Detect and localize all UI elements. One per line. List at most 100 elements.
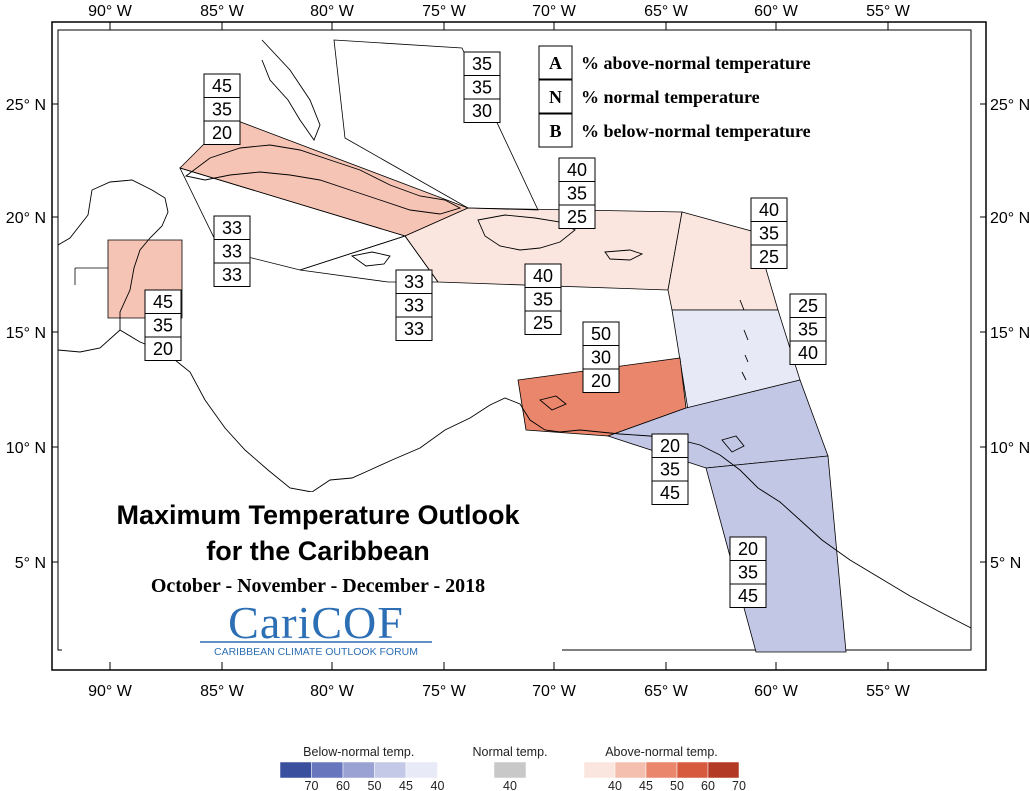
central-america-coast	[57, 179, 313, 493]
colorbar-tick: 40	[608, 779, 622, 791]
prob-value: 25	[533, 313, 553, 333]
title-line2: for the Caribbean	[206, 536, 430, 566]
legend-key-letter: B	[549, 121, 561, 141]
prob-value: 25	[567, 207, 587, 227]
y-tick-label: 25° N	[6, 97, 46, 114]
colorbar-cell	[583, 761, 616, 779]
caricof-logo: CariCOF CARIBBEAN CLIMATE OUTLOOK FORUM	[200, 597, 432, 658]
colorbar-cell	[279, 761, 312, 779]
legend-key-box	[538, 79, 573, 114]
y-axis-right: 25° N 20° N 15° N 10° N 5° N	[980, 97, 1030, 572]
legend-key-letter: A	[549, 53, 562, 73]
colorbar-cell	[374, 761, 407, 779]
prob-value: 33	[404, 319, 424, 339]
title-period: October - November - December - 2018	[151, 575, 485, 597]
colorbar-tick: 70	[305, 779, 319, 791]
x-tick-label: 65° W	[644, 3, 689, 20]
prob-value: 20	[153, 339, 173, 359]
prob-box-abc-islands: 50 30 20	[582, 321, 620, 393]
colorbar-tick: 40	[431, 779, 445, 791]
prob-cell	[463, 98, 501, 123]
puerto-rico-coast	[604, 249, 644, 261]
prob-value: 40	[533, 266, 553, 286]
colorbar-tick: 50	[368, 779, 382, 791]
prob-value: 33	[222, 265, 242, 285]
y-tick-label: 15° N	[990, 325, 1030, 342]
prob-value: 35	[472, 78, 492, 98]
logo-mark: CariCOF	[228, 597, 404, 648]
colorbar-tick: 40	[503, 779, 517, 791]
y-tick-label: 15° N	[6, 325, 46, 342]
y-tick-label: 5° N	[990, 555, 1021, 572]
y-axis-left: 25° N 20° N 15° N 10° N 5° N	[6, 97, 58, 572]
prob-value: 35	[153, 316, 173, 336]
colorbar-cell	[614, 761, 647, 779]
prob-cell	[524, 310, 562, 335]
jamaica-coast	[350, 251, 391, 267]
legend-key-box	[538, 113, 573, 148]
title-backdrop	[62, 492, 562, 652]
prob-box-leewards: 40 35 25	[750, 197, 788, 269]
prob-value: 35	[798, 320, 818, 340]
y-tick-label: 25° N	[990, 97, 1030, 114]
x-tick-label: 85° W	[200, 683, 245, 700]
colorbar-cell	[645, 761, 678, 779]
colorbar-cell	[311, 761, 344, 779]
legend-key-text: % normal temperature	[581, 87, 760, 107]
x-tick-label: 90° W	[88, 683, 133, 700]
prob-value: 20	[212, 123, 232, 143]
colorbar-title: Below-normal temp.	[303, 745, 414, 759]
x-tick-label: 90° W	[88, 3, 133, 20]
prob-cell	[395, 316, 433, 341]
colorbar-tick: 60	[336, 779, 350, 791]
south-america-coast	[311, 397, 972, 629]
colorbar-tick: 50	[670, 779, 684, 791]
prob-box-belize: 45 35 20	[144, 289, 182, 361]
x-tick-label: 85° W	[200, 3, 245, 20]
prob-box-trinidad: 20 35 45	[651, 433, 689, 505]
colorbar-cell	[405, 761, 438, 779]
prob-value: 20	[591, 371, 611, 391]
legend-key-box	[538, 45, 573, 80]
logo-subtitle: CARIBBEAN CLIMATE OUTLOOK FORUM	[214, 646, 418, 658]
prob-value: 30	[472, 101, 492, 121]
coastlines	[57, 39, 972, 629]
x-tick-label: 65° W	[644, 683, 689, 700]
probability-boxes: 35 35 30 45 35 20 40 35 25 40 35 25 33 33 33 33 33 33 40 35…	[144, 51, 827, 608]
x-tick-label: 60° W	[754, 683, 799, 700]
prob-cell	[203, 120, 241, 145]
y-tick-label: 10° N	[6, 440, 46, 457]
prob-value: 35	[738, 563, 758, 583]
prob-cell	[144, 336, 182, 361]
region-jamaica	[299, 235, 439, 283]
colorbar-tick: 45	[399, 779, 413, 791]
prob-cell	[213, 262, 251, 287]
y-tick-label: 20° N	[6, 210, 46, 227]
prob-value: 25	[759, 247, 779, 267]
x-tick-label: 80° W	[310, 683, 355, 700]
prob-value: 35	[212, 100, 232, 120]
florida-coast	[261, 39, 321, 141]
colorbar-cell	[342, 761, 375, 779]
colorbar-tick: 70	[732, 779, 746, 791]
prob-value: 33	[404, 296, 424, 316]
x-tick-label: 55° W	[866, 683, 911, 700]
legend-key-text: % above-normal temperature	[581, 53, 811, 73]
mexico-south-coast	[57, 329, 121, 353]
prob-value: 20	[660, 436, 680, 456]
colorbar-above: Above-normal temp. 40 45 50 60 70	[583, 745, 746, 791]
legend-key-text: % below-normal temperature	[581, 121, 811, 141]
x-tick-label: 70° W	[532, 683, 577, 700]
prob-cell	[729, 583, 767, 608]
prob-cell	[789, 340, 827, 365]
colorbar-normal: Normal temp. 40	[472, 745, 547, 791]
prob-value: 40	[567, 160, 587, 180]
x-tick-label: 60° W	[754, 3, 799, 20]
prob-value: 45	[153, 292, 173, 312]
prob-cell	[651, 480, 689, 505]
colorbar-tick: 45	[639, 779, 653, 791]
region-bahamas	[333, 39, 539, 211]
x-tick-label: 75° W	[422, 683, 467, 700]
prob-box-cuba: 45 35 20	[203, 73, 241, 145]
